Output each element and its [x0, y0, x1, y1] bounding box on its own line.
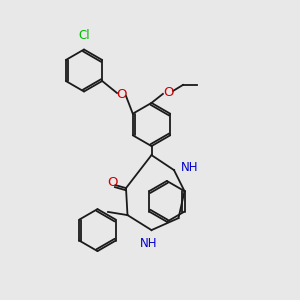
Text: O: O: [163, 86, 173, 99]
Text: O: O: [107, 176, 118, 189]
Text: NH: NH: [181, 160, 198, 174]
Text: NH: NH: [140, 237, 157, 250]
Text: O: O: [116, 88, 127, 101]
Text: Cl: Cl: [78, 29, 90, 42]
